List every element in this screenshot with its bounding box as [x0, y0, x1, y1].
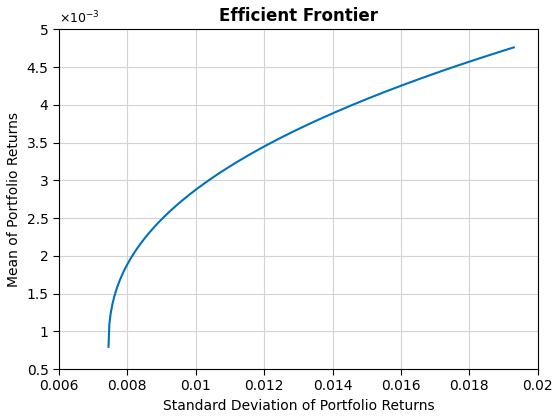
Title: Efficient Frontier: Efficient Frontier	[219, 7, 378, 25]
Text: $\times10^{-3}$: $\times10^{-3}$	[59, 9, 100, 26]
X-axis label: Standard Deviation of Portfolio Returns: Standard Deviation of Portfolio Returns	[162, 399, 434, 413]
Y-axis label: Mean of Portfolio Returns: Mean of Portfolio Returns	[7, 112, 21, 287]
